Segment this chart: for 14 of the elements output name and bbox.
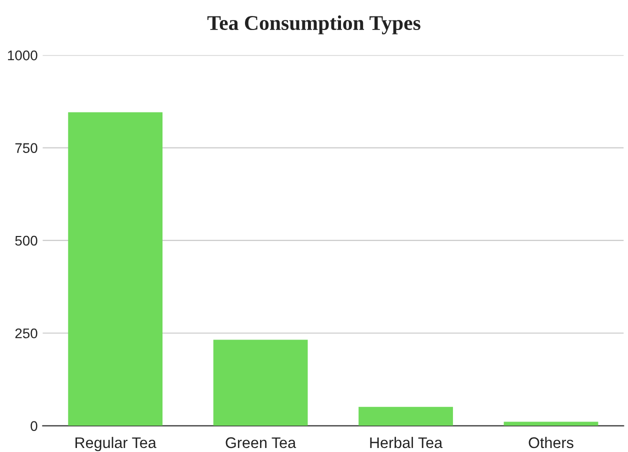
y-tick-label: 250 [15, 328, 38, 338]
y-tick-label: 500 [15, 236, 38, 246]
y-tick-label: 750 [15, 143, 38, 153]
bar [504, 422, 598, 426]
y-tick-label: 0 [30, 421, 38, 431]
x-tick-label: Others [528, 436, 574, 448]
chart-title: Tea Consumption Types [207, 15, 420, 34]
x-tick-label: Regular Tea [76, 436, 156, 452]
bar [358, 406, 453, 426]
x-tick-label: Green Tea [226, 437, 296, 448]
bar [213, 340, 308, 426]
bar [68, 112, 163, 426]
x-tick-label: Herbal Tea [370, 436, 443, 448]
y-tick-label: 1000 [8, 50, 38, 60]
